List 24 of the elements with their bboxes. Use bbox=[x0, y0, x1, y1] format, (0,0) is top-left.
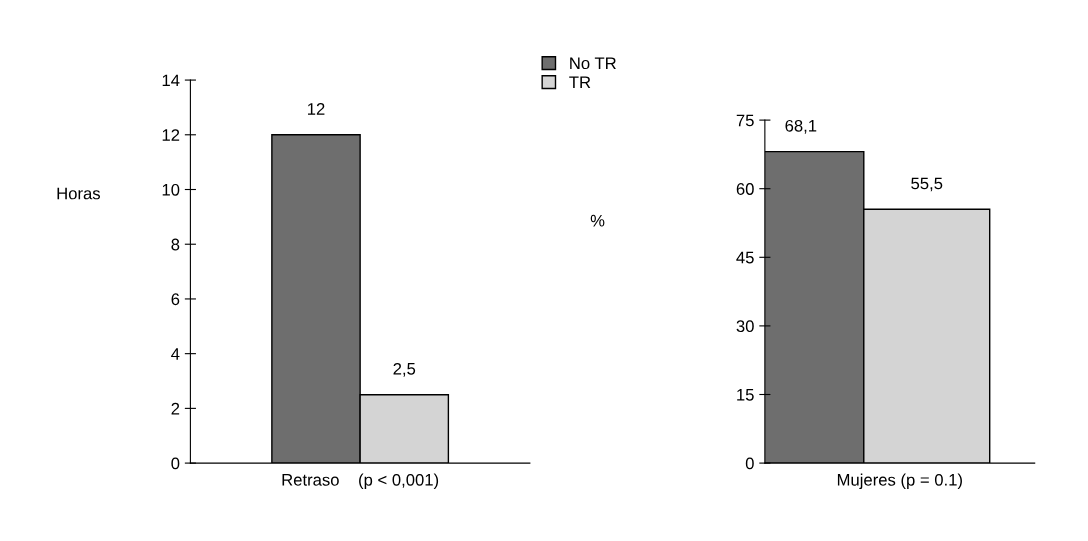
legend-label: TR bbox=[569, 76, 591, 88]
data-label: 2,5 bbox=[393, 362, 416, 377]
y-tick-label: 0 bbox=[171, 457, 180, 470]
legend-label: No TR bbox=[570, 57, 616, 70]
y-tick-label: 15 bbox=[737, 389, 754, 401]
y-tick-label: 6 bbox=[171, 293, 180, 306]
y-tick-label: 10 bbox=[162, 183, 180, 196]
data-label: 55,5 bbox=[911, 177, 943, 192]
y-tick-label: 60 bbox=[736, 183, 754, 195]
y-axis-title: Horas bbox=[57, 187, 101, 200]
y-tick-label: 4 bbox=[171, 348, 180, 360]
y-tick-label: 12 bbox=[162, 129, 180, 141]
data-label: 68,1 bbox=[785, 119, 817, 134]
x-axis-title: Mujeres (p = 0.1) bbox=[837, 473, 962, 490]
x-axis-title: Retraso (p < 0,001) bbox=[282, 473, 439, 490]
y-tick-label: 2 bbox=[171, 402, 180, 415]
y-tick-label: 75 bbox=[736, 114, 754, 127]
y-tick-label: 45 bbox=[736, 251, 754, 264]
y-tick-label: 30 bbox=[736, 320, 754, 333]
y-tick-label: 0 bbox=[745, 457, 754, 470]
y-tick-label: 8 bbox=[171, 238, 180, 251]
y-axis-title: % bbox=[590, 214, 605, 227]
y-tick-label: 14 bbox=[162, 74, 180, 87]
data-label: 12 bbox=[308, 103, 325, 115]
